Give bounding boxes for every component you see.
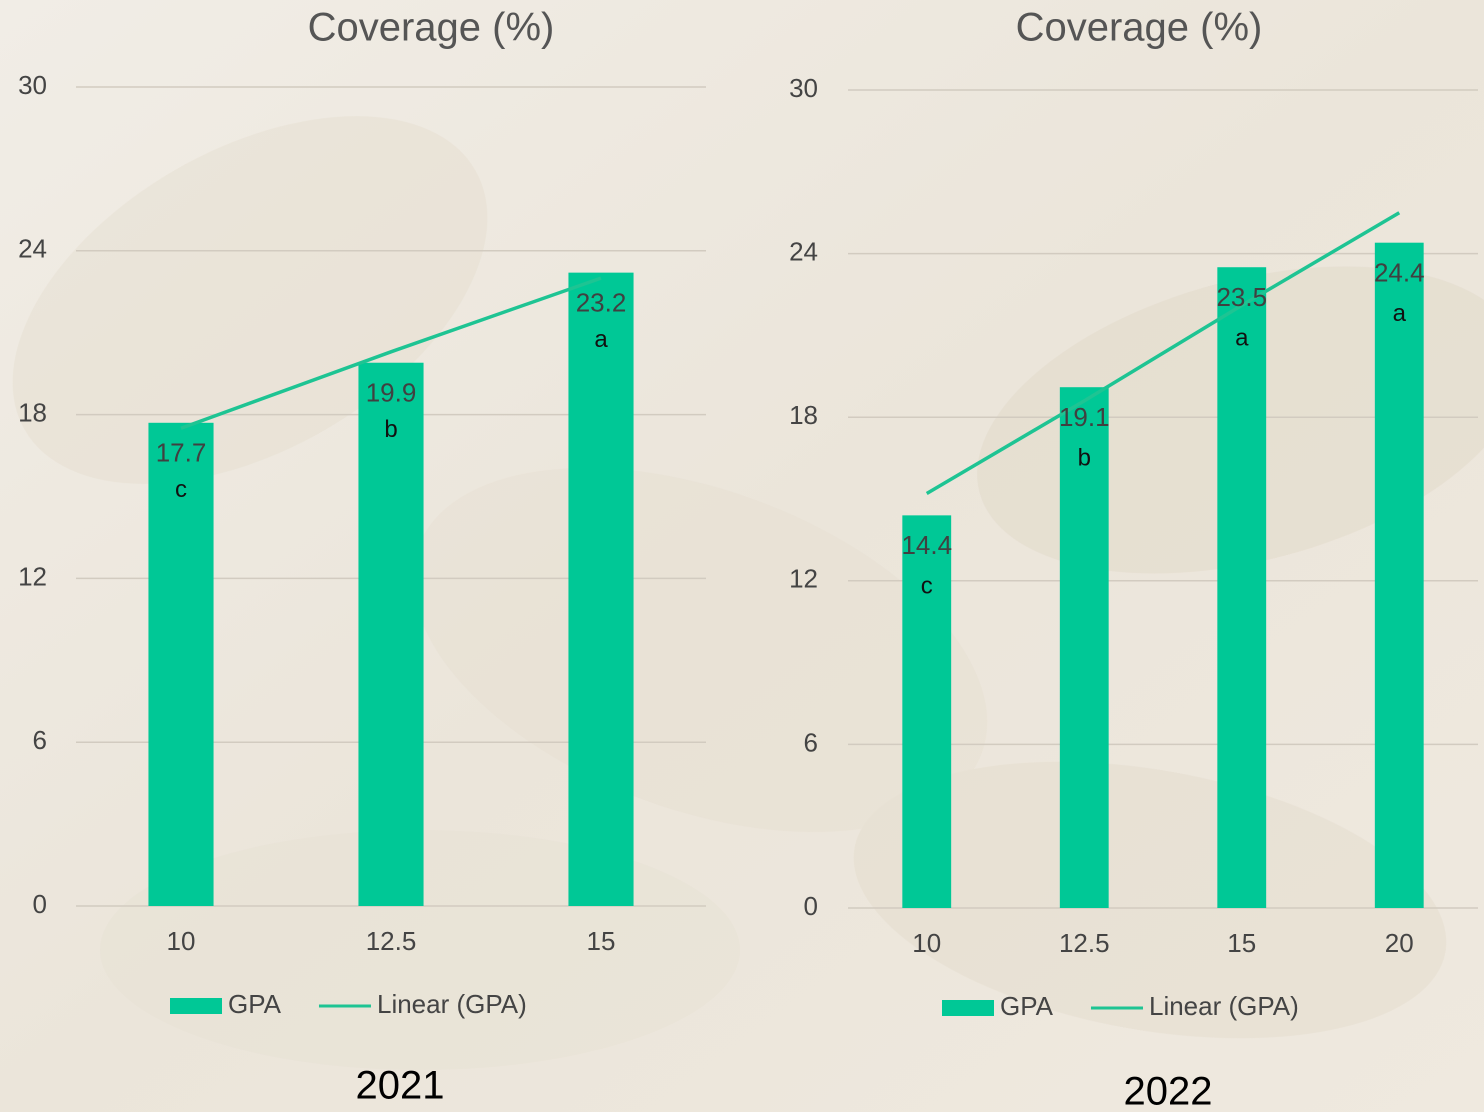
x-tick-label: 12.5 xyxy=(1059,928,1110,958)
legend-label: Linear (GPA) xyxy=(1149,991,1299,1021)
y-tick-label: 0 xyxy=(804,891,818,921)
chart-caption: 2022 xyxy=(1124,1070,1213,1112)
y-tick-label: 24 xyxy=(18,234,47,264)
chart-title: Coverage (%) xyxy=(1016,6,1263,50)
bar xyxy=(902,515,952,908)
y-tick-label: 30 xyxy=(18,70,47,100)
y-tick-label: 12 xyxy=(18,561,47,591)
x-tick-label: 10 xyxy=(912,928,941,958)
y-tick-label: 0 xyxy=(33,889,47,919)
y-tick-label: 18 xyxy=(18,397,47,427)
y-tick-label: 6 xyxy=(804,727,818,757)
significance-letter: a xyxy=(1393,300,1407,327)
legend-label: Linear (GPA) xyxy=(377,989,527,1019)
legend-label: GPA xyxy=(228,989,282,1019)
bar xyxy=(1374,242,1424,908)
x-tick-label: 20 xyxy=(1385,928,1414,958)
legend-swatch xyxy=(170,998,222,1014)
legend-label: GPA xyxy=(1000,991,1054,1021)
significance-letter: b xyxy=(384,416,397,443)
x-tick-label: 15 xyxy=(587,926,616,956)
value-label: 19.1 xyxy=(1059,402,1110,432)
value-label: 19.9 xyxy=(366,378,417,408)
bar xyxy=(358,362,424,907)
bar xyxy=(148,422,214,906)
significance-letter: a xyxy=(594,326,608,353)
chart-title: Coverage (%) xyxy=(308,6,555,50)
bar xyxy=(1217,267,1267,908)
chart-caption: 2021 xyxy=(356,1064,445,1108)
y-tick-label: 24 xyxy=(789,236,818,266)
x-tick-label: 10 xyxy=(167,926,196,956)
y-tick-label: 12 xyxy=(789,564,818,594)
significance-letter: a xyxy=(1235,325,1249,352)
y-tick-label: 30 xyxy=(789,73,818,103)
value-label: 14.4 xyxy=(901,530,952,560)
value-label: 24.4 xyxy=(1374,258,1425,288)
value-label: 17.7 xyxy=(156,438,207,468)
value-label: 23.2 xyxy=(576,288,627,318)
x-tick-label: 15 xyxy=(1227,928,1256,958)
x-tick-label: 12.5 xyxy=(366,926,417,956)
significance-letter: c xyxy=(921,573,933,600)
y-tick-label: 18 xyxy=(789,400,818,430)
legend-swatch xyxy=(942,1000,994,1016)
significance-letter: c xyxy=(175,476,187,503)
bar xyxy=(1059,387,1109,908)
y-tick-label: 6 xyxy=(33,725,47,755)
trend-line xyxy=(925,211,1401,496)
value-label: 23.5 xyxy=(1216,282,1267,312)
significance-letter: b xyxy=(1078,445,1091,472)
trend-line xyxy=(180,276,602,430)
bar xyxy=(568,272,634,906)
